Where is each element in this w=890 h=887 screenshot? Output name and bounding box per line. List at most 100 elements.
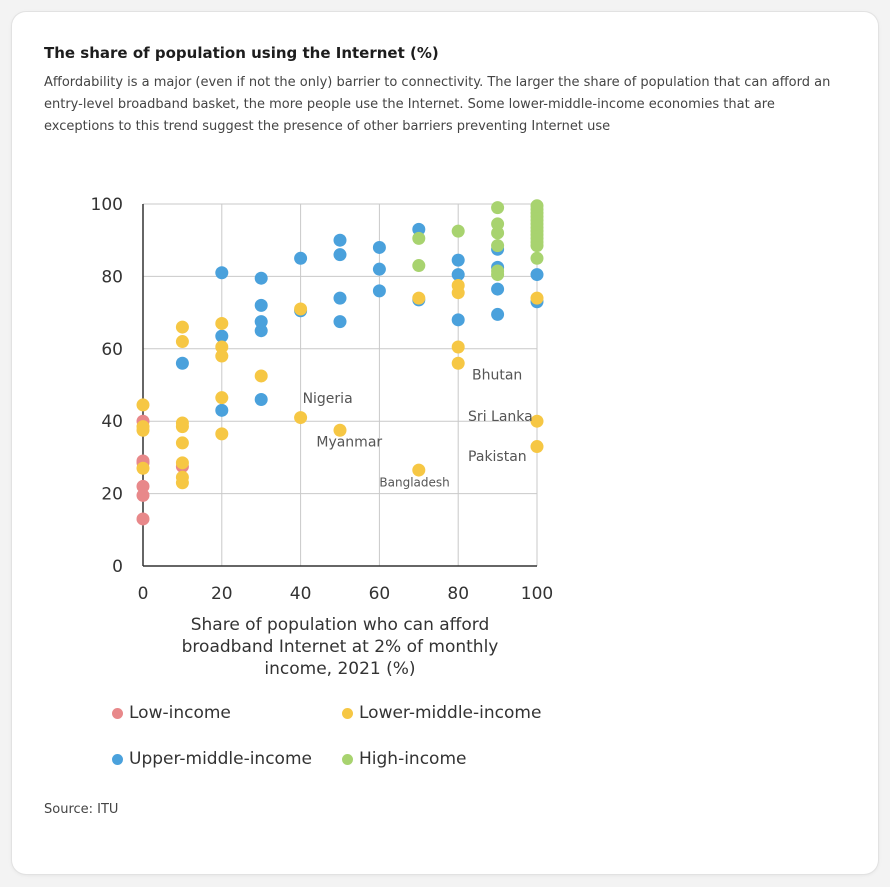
legend-item-lower-middle-income: Lower-middle-income <box>342 703 541 723</box>
legend-swatch <box>342 753 353 765</box>
data-point <box>451 356 465 370</box>
legend-label: Lower-middle-income <box>359 703 542 723</box>
legend-item-upper-middle-income: Upper-middle-income <box>112 749 312 769</box>
data-point <box>175 320 189 334</box>
annotation-label: Pakistan <box>468 449 527 465</box>
legend-swatch <box>342 707 353 719</box>
data-point <box>294 411 308 425</box>
data-point <box>136 461 150 475</box>
data-point <box>254 324 268 338</box>
data-point <box>372 262 386 276</box>
data-point <box>530 414 544 428</box>
data-point <box>530 291 544 305</box>
legend: Low-income Lower-middle-income Upper-mid… <box>100 700 600 780</box>
data-point <box>333 248 347 262</box>
data-point <box>333 233 347 247</box>
legend-item-low-income: Low-income <box>112 703 231 723</box>
data-point <box>530 251 544 265</box>
legend-label: High-income <box>359 749 467 769</box>
data-point <box>215 329 229 343</box>
data-point <box>451 224 465 238</box>
data-point <box>451 340 465 354</box>
data-point <box>372 284 386 298</box>
y-tick-label: 80 <box>101 267 123 287</box>
data-point <box>136 512 150 526</box>
data-point <box>451 253 465 267</box>
data-point <box>254 271 268 285</box>
data-point <box>491 282 505 296</box>
data-point <box>412 259 426 273</box>
x-tick-label: 100 <box>521 584 553 604</box>
data-point <box>530 199 544 213</box>
annotation-label: Bangladesh <box>379 475 449 489</box>
data-point <box>175 470 189 484</box>
data-point <box>136 420 150 434</box>
y-tick-label: 0 <box>112 557 123 577</box>
data-point <box>136 479 150 493</box>
data-point <box>491 217 505 231</box>
x-tick-label: 20 <box>211 584 233 604</box>
legend-swatch <box>112 707 123 719</box>
data-point <box>215 340 229 354</box>
x-tick-label: 40 <box>290 584 312 604</box>
data-point <box>530 440 544 454</box>
legend-label: Low-income <box>129 703 231 723</box>
data-point <box>491 264 505 278</box>
data-point <box>451 278 465 292</box>
data-point <box>254 392 268 406</box>
data-point <box>215 316 229 330</box>
data-point <box>254 369 268 383</box>
data-point <box>136 398 150 412</box>
x-tick-label: 80 <box>447 584 469 604</box>
annotation-label: Myanmar <box>316 435 382 451</box>
data-point <box>175 416 189 430</box>
chart-title: The share of population using the Intern… <box>44 44 439 62</box>
data-point <box>215 266 229 280</box>
data-point <box>333 423 347 437</box>
data-point <box>215 349 229 363</box>
data-point <box>491 226 505 240</box>
source-note: Source: ITU <box>44 802 119 817</box>
x-tick-label: 60 <box>369 584 391 604</box>
annotation-label: Nigeria <box>303 391 353 407</box>
data-point <box>175 456 189 470</box>
chart-description: Affordability is a major (even if not th… <box>44 75 831 134</box>
data-point <box>530 268 544 282</box>
data-point <box>451 268 465 282</box>
y-tick-label: 100 <box>91 195 123 215</box>
data-point <box>215 391 229 405</box>
annotation-label: Sri Lanka <box>468 409 533 425</box>
data-point <box>412 231 426 245</box>
annotation-label: Bhutan <box>472 368 522 384</box>
y-tick-label: 60 <box>101 340 123 360</box>
data-point <box>412 463 426 477</box>
data-point <box>491 201 505 215</box>
data-point <box>294 251 308 265</box>
legend-swatch <box>112 753 123 765</box>
data-point <box>294 302 308 316</box>
data-point <box>333 291 347 305</box>
legend-item-high-income: High-income <box>342 749 466 769</box>
data-point <box>215 427 229 441</box>
data-point <box>333 315 347 329</box>
data-point <box>491 307 505 321</box>
data-point <box>254 315 268 329</box>
data-point <box>412 222 426 236</box>
y-tick-label: 20 <box>101 485 123 505</box>
chart-card <box>12 12 878 874</box>
data-point <box>372 240 386 254</box>
data-point <box>451 313 465 327</box>
x-axis-label: Share of population who can afford broad… <box>181 615 499 679</box>
data-point <box>491 239 505 253</box>
data-point <box>215 403 229 417</box>
y-tick-label: 40 <box>101 412 123 432</box>
data-point <box>412 291 426 305</box>
data-point <box>175 356 189 370</box>
legend-label: Upper-middle-income <box>129 749 312 769</box>
data-point <box>136 488 150 502</box>
data-point <box>175 335 189 349</box>
x-tick-label: 0 <box>138 584 149 604</box>
data-point <box>175 436 189 450</box>
data-point <box>254 298 268 312</box>
